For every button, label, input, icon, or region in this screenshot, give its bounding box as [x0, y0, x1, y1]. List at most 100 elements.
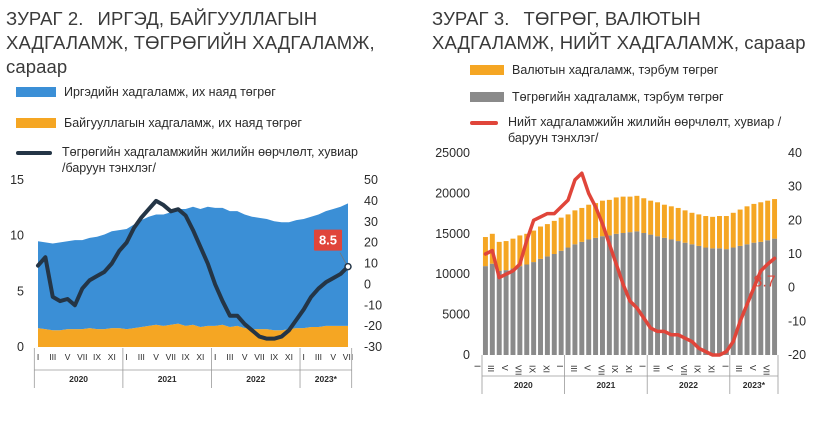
x-tick-label: VII [343, 352, 353, 362]
bar-mnt-deposits [482, 266, 488, 355]
bar-fx-deposits [703, 216, 709, 248]
y-left-tick-label: 0 [17, 340, 24, 354]
bar-mnt-deposits [517, 266, 523, 355]
bar-mnt-deposits [744, 244, 750, 355]
x-year-label: 2022 [679, 380, 698, 390]
y-left-tick-label: 5 [17, 284, 24, 298]
line-mnt-growth [36, 198, 350, 341]
x-year-label: 2023* [743, 380, 766, 390]
bar-mnt-deposits [723, 249, 729, 355]
x-tick-label: IX [93, 352, 101, 362]
bar-mnt-deposits [599, 236, 605, 355]
y-left-tick-label: 25000 [435, 146, 470, 160]
bar-fx-deposits [531, 230, 537, 263]
bar-mnt-deposits [496, 270, 502, 355]
legend-label: Төгрөгийн хадгаламж, тэрбум төгрөг [512, 90, 724, 104]
bar-mnt-deposits [620, 232, 626, 355]
bar-fx-deposits [551, 220, 557, 254]
bar-mnt-deposits [510, 268, 516, 355]
y-right-tick-label: -30 [364, 340, 382, 354]
y-right-tick-label: 40 [364, 194, 378, 208]
x-year-label: 2021 [596, 380, 615, 390]
x-tick-label: III [651, 365, 661, 372]
x-tick-label: XI [108, 352, 116, 362]
x-year-label: 2020 [514, 380, 533, 390]
bar-mnt-deposits [703, 247, 709, 355]
x-tick-label: VII [679, 365, 689, 375]
bar-fx-deposits [689, 212, 695, 245]
y-right-tick-label: 50 [364, 173, 378, 187]
legend-label: Байгууллагын хадгаламж, их наяд төгрөг [64, 116, 302, 130]
x-tick-label: IX [528, 365, 538, 373]
x-tick-label: III [49, 352, 56, 362]
bar-fx-deposits [613, 197, 619, 234]
bar-mnt-deposits [503, 270, 509, 355]
x-tick-label: VII [762, 365, 772, 375]
bar-mnt-deposits [586, 239, 592, 355]
legend-label: Валютын хадгаламж, тэрбум төгрөг [512, 63, 719, 77]
bar-fx-deposits [634, 195, 640, 232]
chart3-title: ЗУРАГ 3. ТӨГРӨГ, ВАЛЮТЫН ХАДГАЛАМЖ, НИЙТ … [432, 7, 812, 55]
x-tick-label: V [583, 365, 593, 371]
x-year-label: 2022 [246, 374, 265, 384]
legend-item-households: Иргэдийн хадгаламж, их наяд төгрөг [16, 84, 276, 100]
y-right-tick-label: 20 [788, 213, 802, 227]
bar-mnt-deposits [758, 241, 764, 355]
bar-mnt-deposits [524, 264, 530, 355]
bar-fx-deposits [482, 237, 488, 267]
bar-fx-deposits [510, 238, 516, 269]
y-right-tick-label: 10 [364, 257, 378, 271]
x-tick-label: IX [270, 352, 278, 362]
bar-fx-deposits [765, 200, 771, 241]
y-right-tick-label: 40 [788, 146, 802, 160]
y-left-tick-label: 10000 [435, 267, 470, 281]
bar-mnt-deposits [675, 241, 681, 355]
x-tick-label: III [486, 365, 496, 372]
x-tick-label: VII [166, 352, 176, 362]
legend-label: Төгрөгийн хадгаламжийн жилийн өөрчлөлт, … [62, 145, 359, 175]
bar-mnt-deposits [551, 254, 557, 355]
bar-fx-deposits [489, 233, 495, 264]
bar-fx-deposits [675, 207, 681, 242]
bar-mnt-deposits [641, 232, 647, 355]
legend-swatch [16, 118, 56, 128]
y-right-tick-label: 0 [364, 277, 371, 291]
bar-fx-deposits [758, 202, 764, 242]
bar-mnt-deposits [689, 244, 695, 355]
y-right-tick-label: -10 [788, 314, 806, 328]
bar-mnt-deposits [655, 236, 661, 355]
y-left-tick-label: 15000 [435, 227, 470, 241]
y-right-tick-label: -10 [364, 298, 382, 312]
bar-mnt-deposits [627, 232, 633, 355]
x-tick-label: I [37, 352, 39, 362]
x-tick-label: V [242, 352, 248, 362]
x-tick-label: XI [624, 365, 634, 373]
bar-mnt-deposits [489, 263, 495, 355]
legend-item-organizations: Байгууллагын хадгаламж, их наяд төгрөг [16, 115, 302, 131]
legend-swatch [470, 92, 504, 102]
area-households [38, 203, 348, 331]
bar-fx-deposits [627, 196, 633, 233]
y-left-tick-label: 5000 [442, 308, 470, 322]
legend-swatch [470, 65, 504, 75]
title-number: ЗУРАГ 3. [432, 8, 510, 29]
x-tick-label: VII [254, 352, 264, 362]
bar-fx-deposits [717, 216, 722, 249]
x-tick-label: IX [182, 352, 190, 362]
x-tick-label: I [638, 365, 648, 367]
legend-item-fx-deposits: Валютын хадгаламж, тэрбум төгрөг [470, 62, 718, 78]
bar-fx-deposits [620, 196, 626, 233]
legend-swatch [470, 121, 498, 125]
y-left-tick-label: 15 [10, 173, 24, 187]
bar-fx-deposits [648, 200, 654, 235]
x-tick-label: I [720, 365, 730, 367]
x-tick-label: III [138, 352, 145, 362]
bar-fx-deposits [682, 210, 688, 243]
bar-mnt-deposits [710, 248, 716, 355]
bar-fx-deposits [544, 224, 550, 257]
x-tick-label: VII [77, 352, 87, 362]
bar-mnt-deposits [717, 248, 722, 355]
bar-fx-deposits [641, 198, 647, 233]
legend-swatch [16, 151, 52, 155]
bar-fx-deposits [503, 241, 509, 271]
